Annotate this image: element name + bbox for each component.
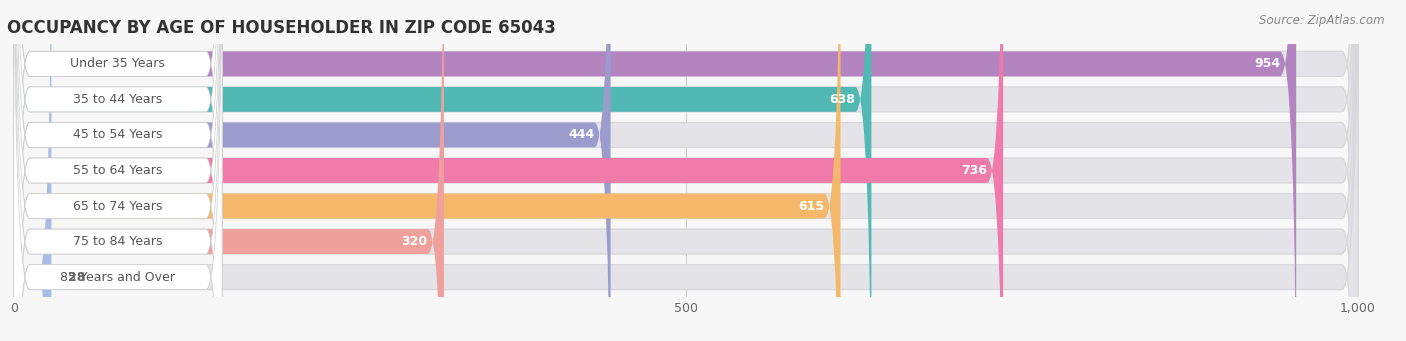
Text: 638: 638 xyxy=(830,93,855,106)
Text: 75 to 84 Years: 75 to 84 Years xyxy=(73,235,163,248)
Text: 736: 736 xyxy=(962,164,987,177)
FancyBboxPatch shape xyxy=(14,0,222,341)
FancyBboxPatch shape xyxy=(14,0,52,341)
FancyBboxPatch shape xyxy=(14,0,1358,341)
Text: 320: 320 xyxy=(402,235,427,248)
Text: 954: 954 xyxy=(1254,57,1279,70)
FancyBboxPatch shape xyxy=(14,0,222,341)
Text: 28: 28 xyxy=(67,271,84,284)
Text: 444: 444 xyxy=(568,129,595,142)
FancyBboxPatch shape xyxy=(14,0,1002,341)
Text: 45 to 54 Years: 45 to 54 Years xyxy=(73,129,163,142)
Text: OCCUPANCY BY AGE OF HOUSEHOLDER IN ZIP CODE 65043: OCCUPANCY BY AGE OF HOUSEHOLDER IN ZIP C… xyxy=(7,19,555,37)
FancyBboxPatch shape xyxy=(14,0,222,341)
FancyBboxPatch shape xyxy=(14,0,1358,341)
Text: 65 to 74 Years: 65 to 74 Years xyxy=(73,199,163,212)
FancyBboxPatch shape xyxy=(14,0,610,341)
FancyBboxPatch shape xyxy=(14,0,1296,341)
FancyBboxPatch shape xyxy=(14,0,444,341)
Text: 35 to 44 Years: 35 to 44 Years xyxy=(73,93,163,106)
FancyBboxPatch shape xyxy=(14,0,841,341)
Text: 615: 615 xyxy=(799,199,824,212)
Text: Source: ZipAtlas.com: Source: ZipAtlas.com xyxy=(1260,14,1385,27)
FancyBboxPatch shape xyxy=(14,0,222,341)
FancyBboxPatch shape xyxy=(14,0,222,341)
FancyBboxPatch shape xyxy=(14,0,1358,341)
Text: Under 35 Years: Under 35 Years xyxy=(70,57,166,70)
Text: 85 Years and Over: 85 Years and Over xyxy=(60,271,176,284)
FancyBboxPatch shape xyxy=(14,0,872,341)
FancyBboxPatch shape xyxy=(14,0,222,341)
Text: 55 to 64 Years: 55 to 64 Years xyxy=(73,164,163,177)
FancyBboxPatch shape xyxy=(14,0,222,341)
FancyBboxPatch shape xyxy=(14,0,1358,341)
FancyBboxPatch shape xyxy=(14,0,1358,341)
FancyBboxPatch shape xyxy=(14,0,1358,341)
FancyBboxPatch shape xyxy=(14,0,1358,341)
